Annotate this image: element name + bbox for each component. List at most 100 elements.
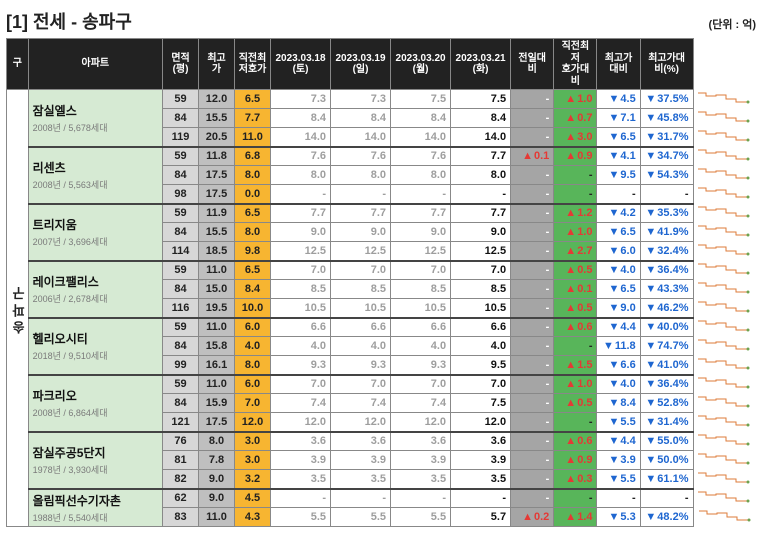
- area-cell: 84: [163, 394, 199, 413]
- high-cell: 18.5: [199, 242, 235, 261]
- date-cell: 7.0: [451, 261, 511, 280]
- date-cell: 9.0: [391, 223, 451, 242]
- area-cell: 81: [163, 451, 199, 470]
- area-cell: 84: [163, 223, 199, 242]
- sparkline: [693, 261, 756, 280]
- apt-subtitle: 2008년 / 5,678세대: [33, 121, 159, 134]
- prevlow-cell: 8.0: [235, 223, 271, 242]
- pct-cell: 55.0%: [640, 432, 693, 451]
- table-row: 송파구잠실엘스2008년 / 5,678세대5912.06.57.37.37.5…: [7, 90, 756, 109]
- prevdiff-cell: -: [511, 489, 554, 508]
- pct-cell: 31.4%: [640, 413, 693, 432]
- lowdiff-cell: 2.7: [554, 242, 597, 261]
- date-cell: 12.0: [391, 413, 451, 432]
- high-cell: 11.0: [199, 318, 235, 337]
- date-cell: 3.6: [271, 432, 331, 451]
- sparkline: [693, 204, 756, 223]
- date-cell: 8.4: [451, 109, 511, 128]
- sparkline: [693, 280, 756, 299]
- sparkline: [693, 299, 756, 318]
- date-cell: 10.5: [331, 299, 391, 318]
- date-cell: 12.5: [391, 242, 451, 261]
- prevdiff-cell: -: [511, 242, 554, 261]
- date-cell: 8.0: [331, 166, 391, 185]
- high-cell: 15.9: [199, 394, 235, 413]
- prevlow-cell: 10.0: [235, 299, 271, 318]
- lowdiff-cell: 1.5: [554, 356, 597, 375]
- table-row: 파크리오2008년 / 6,864세대5911.06.07.07.07.07.0…: [7, 375, 756, 394]
- lowdiff-cell: 0.3: [554, 470, 597, 489]
- prevlow-cell: 7.7: [235, 109, 271, 128]
- highdiff-cell: 4.1: [597, 147, 640, 166]
- high-cell: 15.5: [199, 109, 235, 128]
- data-table: 구 아파트 면적(평) 최고가 직전최저호가 2023.03.18(토) 202…: [6, 38, 756, 527]
- date-cell: 7.0: [331, 375, 391, 394]
- lowdiff-cell: 1.0: [554, 375, 597, 394]
- date-cell: 10.5: [391, 299, 451, 318]
- date-cell: 3.5: [331, 470, 391, 489]
- highdiff-cell: 7.1: [597, 109, 640, 128]
- highdiff-cell: 4.0: [597, 375, 640, 394]
- area-cell: 98: [163, 185, 199, 204]
- pct-cell: 46.2%: [640, 299, 693, 318]
- table-row: 헬리오시티2018년 / 9,510세대5911.06.06.66.66.66.…: [7, 318, 756, 337]
- highdiff-cell: 4.0: [597, 261, 640, 280]
- date-cell: 5.7: [451, 508, 511, 527]
- prevdiff-cell: -: [511, 470, 554, 489]
- date-cell: 7.5: [451, 394, 511, 413]
- table-row: 리센츠2008년 / 5,563세대5911.86.87.67.67.67.70…: [7, 147, 756, 166]
- apt-name: 잠실엘스: [33, 102, 159, 119]
- hdr-prevdiff: 전일대비: [511, 39, 554, 90]
- date-cell: 12.5: [451, 242, 511, 261]
- lowdiff-cell: 0.1: [554, 280, 597, 299]
- prevlow-cell: 6.0: [235, 318, 271, 337]
- high-cell: 20.5: [199, 128, 235, 147]
- area-cell: 99: [163, 356, 199, 375]
- high-cell: 11.0: [199, 375, 235, 394]
- lowdiff-cell: 0.7: [554, 109, 597, 128]
- date-cell: 14.0: [271, 128, 331, 147]
- date-cell: 3.6: [451, 432, 511, 451]
- lowdiff-cell: 1.2: [554, 204, 597, 223]
- date-cell: -: [451, 185, 511, 204]
- apt-subtitle: 2008년 / 6,864세대: [33, 406, 159, 419]
- sparkline: [693, 318, 756, 337]
- date-cell: 12.0: [331, 413, 391, 432]
- highdiff-cell: -: [597, 489, 640, 508]
- high-cell: 16.1: [199, 356, 235, 375]
- prevdiff-cell: -: [511, 337, 554, 356]
- area-cell: 84: [163, 337, 199, 356]
- date-cell: 9.0: [331, 223, 391, 242]
- date-cell: -: [391, 489, 451, 508]
- prevlow-cell: 6.0: [235, 375, 271, 394]
- hdr-gu: 구: [7, 39, 29, 90]
- date-cell: -: [271, 185, 331, 204]
- area-cell: 116: [163, 299, 199, 318]
- apt-name: 헬리오시티: [33, 330, 159, 347]
- date-cell: 5.5: [391, 508, 451, 527]
- pct-cell: 35.3%: [640, 204, 693, 223]
- date-cell: 7.4: [271, 394, 331, 413]
- date-cell: 7.3: [271, 90, 331, 109]
- date-cell: 7.6: [271, 147, 331, 166]
- highdiff-cell: 6.0: [597, 242, 640, 261]
- sparkline: [693, 375, 756, 394]
- apt-name: 올림픽선수기자촌: [33, 492, 159, 509]
- date-cell: 7.0: [271, 261, 331, 280]
- prevlow-cell: 11.0: [235, 128, 271, 147]
- lowdiff-cell: -: [554, 166, 597, 185]
- date-cell: 8.0: [451, 166, 511, 185]
- date-cell: 7.5: [391, 90, 451, 109]
- area-cell: 59: [163, 90, 199, 109]
- prevlow-cell: 6.8: [235, 147, 271, 166]
- gu-label: 송파구: [7, 90, 29, 527]
- table-row: 트리지움2007년 / 3,696세대5911.96.57.77.77.77.7…: [7, 204, 756, 223]
- lowdiff-cell: 1.0: [554, 90, 597, 109]
- lowdiff-cell: 0.9: [554, 147, 597, 166]
- prevlow-cell: 3.0: [235, 451, 271, 470]
- area-cell: 84: [163, 109, 199, 128]
- date-cell: 6.6: [451, 318, 511, 337]
- prevlow-cell: 4.3: [235, 508, 271, 527]
- prevdiff-cell: -: [511, 185, 554, 204]
- area-cell: 59: [163, 204, 199, 223]
